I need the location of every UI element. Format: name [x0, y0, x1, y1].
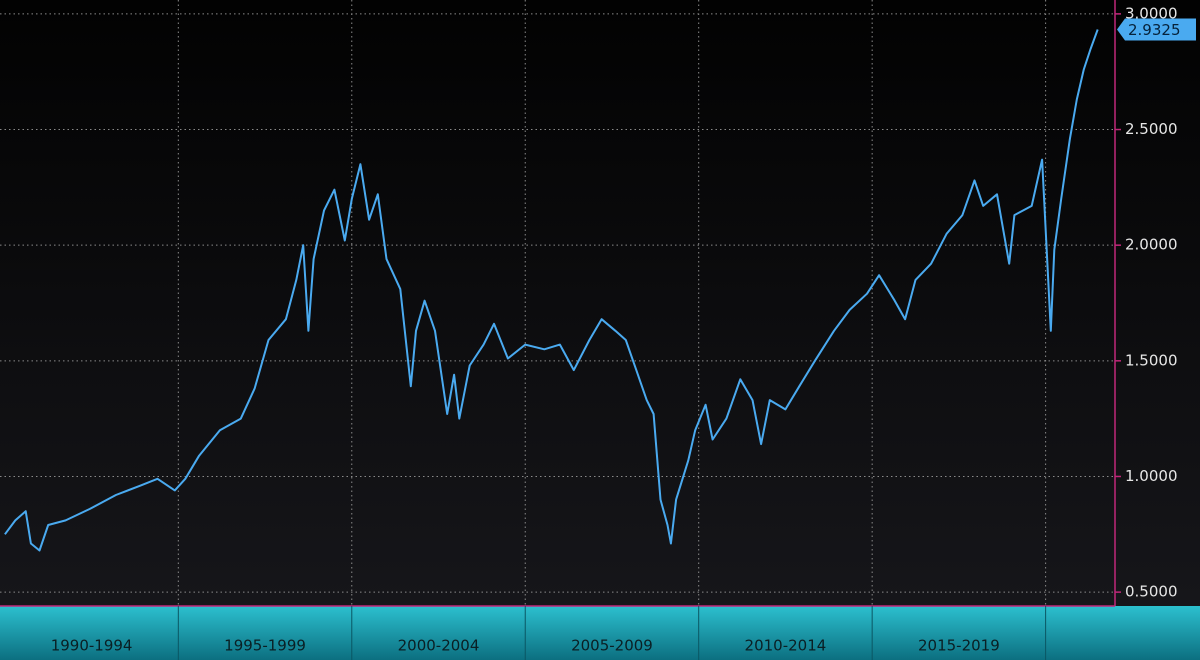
y-tick-label: 2.0000 [1125, 236, 1178, 254]
plot-background [0, 0, 1200, 606]
y-tick-label: 3.0000 [1125, 4, 1178, 22]
y-tick-label: 1.5000 [1125, 351, 1178, 369]
x-band-label: 2000-2004 [398, 637, 480, 655]
x-band-label: 1990-1994 [51, 637, 133, 655]
x-band-label: 2015-2019 [918, 637, 1000, 655]
last-value-callout [1117, 18, 1196, 41]
x-band-label: 2010-2014 [745, 637, 827, 655]
x-axis-band [0, 606, 1200, 660]
y-tick-label: 2.5000 [1125, 120, 1178, 138]
data-line [4, 29, 1099, 552]
y-tick-label: 0.5000 [1125, 583, 1178, 601]
x-band-label: 1995-1999 [224, 637, 306, 655]
last-value-label: 2.9325 [1128, 21, 1181, 39]
x-band-label: 2005-2009 [571, 637, 653, 655]
y-tick-label: 1.0000 [1125, 467, 1178, 485]
